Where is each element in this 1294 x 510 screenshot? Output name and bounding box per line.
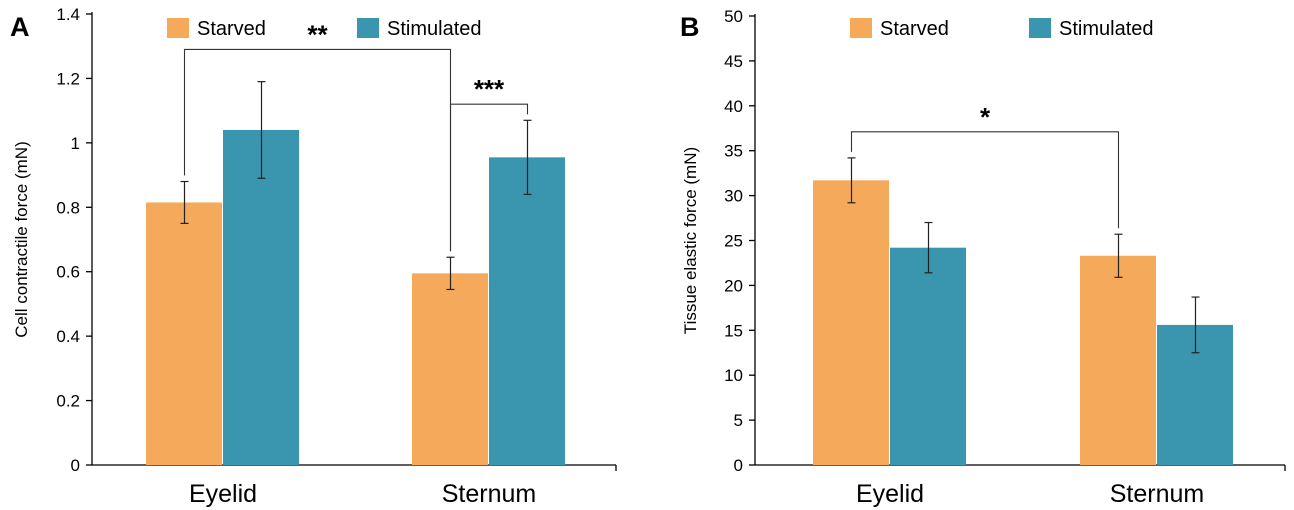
y-tick-label: 20: [724, 276, 743, 295]
bar-stimulated-sternum: [489, 157, 565, 465]
bar-stimulated-eyelid: [223, 129, 299, 465]
legend-swatch-stimulated: [357, 18, 379, 38]
legend-label-stimulated: Stimulated: [387, 18, 482, 40]
significance-label: *: [980, 102, 991, 132]
significance-label: ***: [474, 74, 505, 104]
bar-stimulated-eyelid: [890, 247, 966, 465]
bar-starved-sternum: [1080, 255, 1156, 465]
y-tick-label: 15: [724, 321, 743, 340]
bar-starved-sternum: [412, 273, 488, 465]
category-label: Sternum: [442, 480, 536, 508]
y-axis-title: Cell contractile force (mN): [12, 141, 31, 338]
y-tick-label: 0.6: [56, 263, 80, 282]
y-tick-label: 1.2: [56, 69, 80, 88]
panel-letter: B: [680, 12, 700, 42]
panel-letter: A: [10, 12, 30, 42]
y-tick-label: 30: [724, 187, 743, 206]
panel-b: B 0 5 10 15 20 25 30 35 40 45 50 Tissue elastic forc…: [680, 7, 1286, 508]
y-axis-title: Tissue elastic force (mN): [681, 147, 700, 334]
y-tick-label: 0.2: [56, 392, 80, 411]
legend-label-starved: Starved: [880, 18, 949, 40]
y-tick-label: 35: [724, 142, 743, 161]
significance-bracket: [850, 131, 1120, 229]
panel-a: A 0 0.2 0.4 0.6 0.8 1 1.2 1.4 Cell contractile fo…: [10, 5, 617, 508]
legend-label-starved: Starved: [197, 18, 266, 40]
y-tick-label: 45: [724, 52, 743, 71]
legend-swatch-starved: [167, 18, 189, 38]
bar-starved-eyelid: [813, 180, 889, 466]
y-tick-label: 10: [724, 366, 743, 385]
legend-swatch-starved: [850, 18, 872, 38]
y-tick-label: 5: [734, 411, 743, 430]
y-tick-label: 1.4: [56, 5, 80, 24]
y-tick-label: 0.4: [56, 327, 80, 346]
y-tick-label: 40: [724, 97, 743, 116]
y-tick-label: 0: [71, 456, 80, 475]
category-label: Eyelid: [189, 480, 257, 508]
category-label: Eyelid: [856, 480, 924, 508]
y-tick-label: 50: [724, 7, 743, 26]
y-tick-label: 0.8: [56, 198, 80, 217]
y-tick-label: 25: [724, 232, 743, 251]
bar-starved-eyelid: [146, 202, 222, 466]
category-label: Sternum: [1110, 480, 1204, 508]
significance-label: **: [307, 19, 328, 49]
y-tick-label: 1: [71, 134, 80, 153]
legend-swatch-stimulated: [1029, 18, 1051, 38]
y-tick-label: 0: [734, 456, 743, 475]
significance-bracket: [449, 103, 529, 252]
legend-label-stimulated: Stimulated: [1059, 18, 1154, 40]
